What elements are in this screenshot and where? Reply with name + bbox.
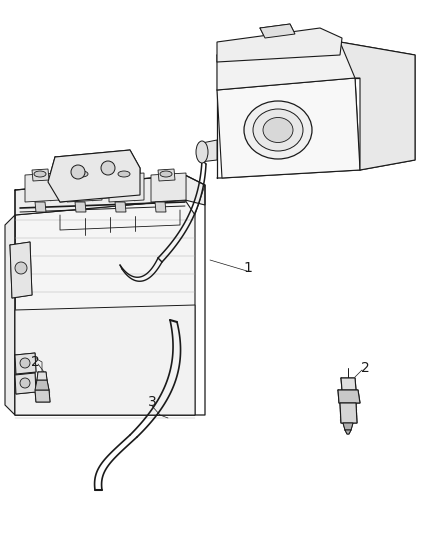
Polygon shape — [340, 403, 357, 423]
Polygon shape — [200, 140, 217, 162]
Polygon shape — [5, 215, 15, 415]
Text: 2: 2 — [360, 361, 369, 375]
Ellipse shape — [244, 101, 312, 159]
Polygon shape — [75, 202, 86, 212]
Polygon shape — [217, 78, 360, 178]
Polygon shape — [32, 169, 49, 181]
Circle shape — [101, 161, 115, 175]
Text: 2: 2 — [31, 355, 39, 369]
Polygon shape — [15, 373, 36, 394]
Polygon shape — [155, 202, 166, 212]
Polygon shape — [15, 200, 195, 415]
Polygon shape — [260, 24, 295, 38]
Polygon shape — [15, 305, 195, 415]
Ellipse shape — [160, 171, 172, 177]
Polygon shape — [158, 169, 175, 181]
Ellipse shape — [263, 117, 293, 142]
Polygon shape — [15, 353, 36, 374]
Polygon shape — [151, 173, 186, 202]
Polygon shape — [67, 173, 102, 202]
Polygon shape — [35, 380, 49, 390]
Polygon shape — [217, 42, 360, 90]
Circle shape — [20, 358, 30, 368]
Polygon shape — [109, 173, 144, 202]
Polygon shape — [37, 372, 47, 380]
Polygon shape — [15, 175, 205, 215]
Polygon shape — [25, 173, 60, 202]
Circle shape — [20, 378, 30, 388]
Polygon shape — [340, 42, 415, 170]
Ellipse shape — [76, 171, 88, 177]
Polygon shape — [115, 202, 126, 212]
Polygon shape — [345, 430, 351, 434]
Circle shape — [71, 165, 85, 179]
Text: 1: 1 — [244, 261, 252, 275]
Polygon shape — [343, 423, 353, 430]
Ellipse shape — [196, 141, 208, 163]
Polygon shape — [116, 169, 133, 181]
Polygon shape — [217, 28, 342, 62]
Ellipse shape — [253, 109, 303, 151]
Polygon shape — [10, 242, 32, 298]
Ellipse shape — [34, 171, 46, 177]
Polygon shape — [341, 378, 356, 390]
Circle shape — [15, 262, 27, 274]
Ellipse shape — [118, 171, 130, 177]
Text: 3: 3 — [148, 395, 156, 409]
Polygon shape — [74, 169, 91, 181]
Polygon shape — [35, 390, 50, 402]
Polygon shape — [48, 150, 140, 202]
Polygon shape — [35, 202, 46, 212]
Polygon shape — [338, 390, 360, 403]
